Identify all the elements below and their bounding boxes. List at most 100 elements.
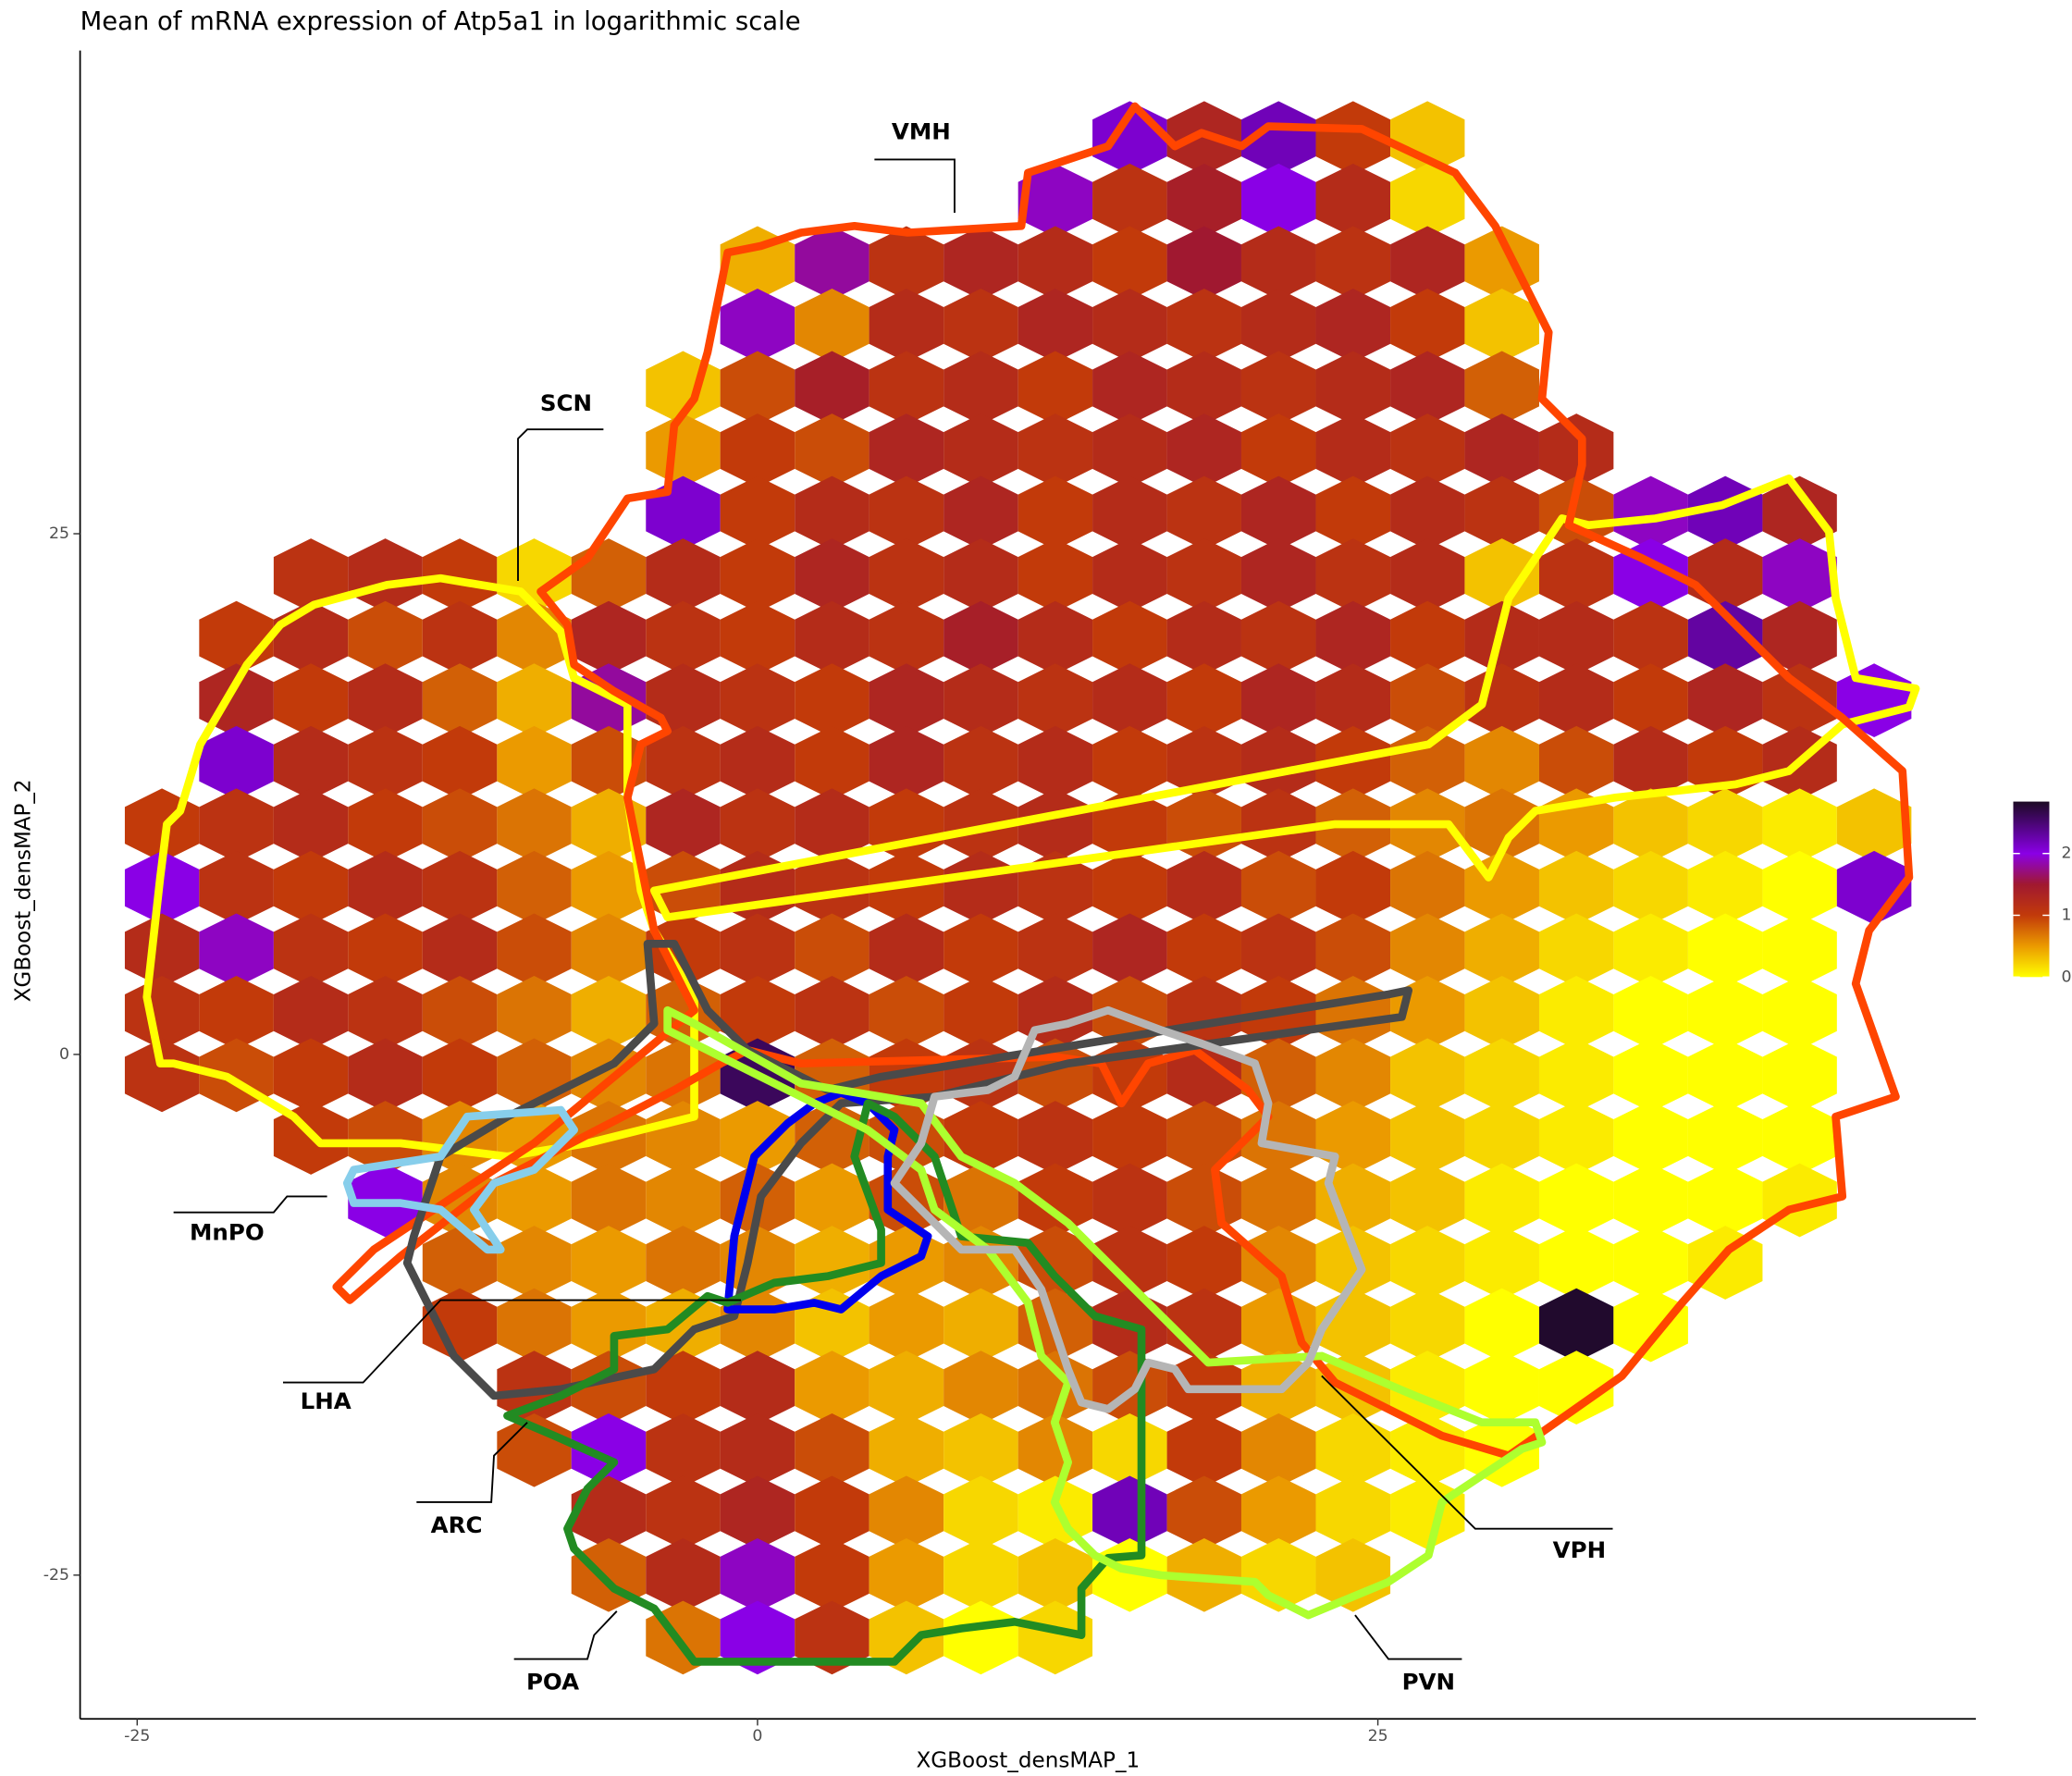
hex-cell <box>1464 1288 1539 1363</box>
hex-cell <box>497 1350 572 1425</box>
hex-cell <box>1240 163 1316 238</box>
hex-cell <box>1390 1288 1465 1363</box>
hex-cell <box>1240 1475 1316 1550</box>
annotation: PVN <box>1402 1668 1455 1695</box>
hex-cell <box>944 289 1018 363</box>
hex-cell <box>1315 101 1391 175</box>
hex-cell <box>571 1163 647 1238</box>
x-tick-label: -25 <box>124 1727 150 1745</box>
hex-cell <box>720 1475 796 1550</box>
hex-cell <box>1240 538 1316 612</box>
hex-cell <box>1018 351 1093 426</box>
hex-cell <box>795 1163 870 1238</box>
hex-cell <box>1762 663 1837 738</box>
hex-cell <box>1464 538 1539 612</box>
hex-cell <box>1538 975 1614 1050</box>
hex-cell <box>720 975 796 1050</box>
hex-cell <box>1315 475 1391 550</box>
hex-cell <box>348 975 423 1050</box>
hex-cell <box>795 1412 870 1487</box>
hex-cell <box>1390 663 1465 738</box>
hex-cell <box>1538 1101 1614 1175</box>
hex-cell <box>497 788 572 863</box>
hex-cell <box>1613 1163 1688 1238</box>
hex-cell <box>1092 163 1167 238</box>
hex-cell <box>1538 725 1614 800</box>
hex-cell <box>1613 788 1688 863</box>
region-outline <box>503 1099 1146 1666</box>
hex-cell <box>720 1412 796 1487</box>
hex-cell <box>795 1538 870 1612</box>
hex-cell <box>1464 475 1539 550</box>
hex-cell <box>646 913 721 988</box>
hex-cell <box>1538 1350 1614 1425</box>
hex-cell <box>1018 1600 1093 1675</box>
hex-cell <box>1687 600 1763 675</box>
hex-cell <box>1762 1101 1837 1175</box>
hex-cell <box>273 850 349 925</box>
hex-cell <box>720 475 796 550</box>
hex-cell <box>1464 1226 1539 1300</box>
hex-cell <box>1390 1038 1465 1113</box>
hex-cell <box>1166 1226 1241 1300</box>
hex-cell <box>571 1350 647 1425</box>
hex-cell <box>1018 1163 1093 1238</box>
hex-cell <box>571 1475 647 1550</box>
hex-cell <box>869 725 944 800</box>
hex-cell <box>1613 913 1688 988</box>
hex-cell <box>1018 1350 1093 1425</box>
hex-cell <box>646 725 721 800</box>
hex-cell <box>1315 663 1391 738</box>
hex-cell <box>1538 1163 1614 1238</box>
hex-cell <box>795 289 870 363</box>
hex-cell <box>1240 101 1316 175</box>
hex-cell <box>1538 413 1614 487</box>
hex-cell <box>1018 663 1093 738</box>
hex-cell <box>422 1038 498 1113</box>
hex-cell <box>646 788 721 863</box>
hex-cell <box>944 1163 1018 1238</box>
region-outline <box>342 1105 578 1254</box>
hex-cell <box>1390 289 1465 363</box>
hex-cell <box>348 1101 423 1175</box>
hex-cell <box>795 663 870 738</box>
hex-cell <box>1240 1038 1316 1113</box>
hex-cell <box>869 226 944 301</box>
hex-cell <box>1240 226 1316 301</box>
hex-cell <box>944 725 1018 800</box>
hex-cell <box>124 913 200 988</box>
hex-cell <box>720 913 796 988</box>
hex-cell <box>944 413 1018 487</box>
leader-line <box>1354 1614 1462 1660</box>
hex-cell <box>1166 913 1241 988</box>
hex-cell <box>1240 1226 1316 1300</box>
hex-cell <box>497 725 572 800</box>
hex-cell <box>1464 725 1539 800</box>
hex-cell <box>1613 1038 1688 1113</box>
hex-cell <box>944 913 1018 988</box>
hex-cell <box>497 1226 572 1300</box>
hex-cell <box>1613 475 1688 550</box>
hex-cell <box>795 413 870 487</box>
y-tick-label: 0 <box>59 1045 69 1064</box>
hex-cell <box>273 788 349 863</box>
hex-cell <box>795 1475 870 1550</box>
hex-cell <box>1240 788 1316 863</box>
region-outline <box>890 1005 1366 1413</box>
colorbar-label: 2 <box>2061 845 2071 863</box>
hex-cell <box>1613 1101 1688 1175</box>
hex-cell <box>869 913 944 988</box>
hex-cell <box>273 1038 349 1113</box>
hex-cell <box>1390 413 1465 487</box>
leader-line <box>517 428 604 582</box>
hex-cell <box>1836 850 1912 925</box>
hex-cell <box>1166 1101 1241 1175</box>
hex-cell <box>1018 1101 1093 1175</box>
hex-cell <box>1762 475 1837 550</box>
hex-cell <box>1687 663 1763 738</box>
hex-cell <box>571 975 647 1050</box>
hex-cell <box>571 913 647 988</box>
x-tick-label: 25 <box>1368 1727 1388 1745</box>
hex-cell <box>1464 1101 1539 1175</box>
